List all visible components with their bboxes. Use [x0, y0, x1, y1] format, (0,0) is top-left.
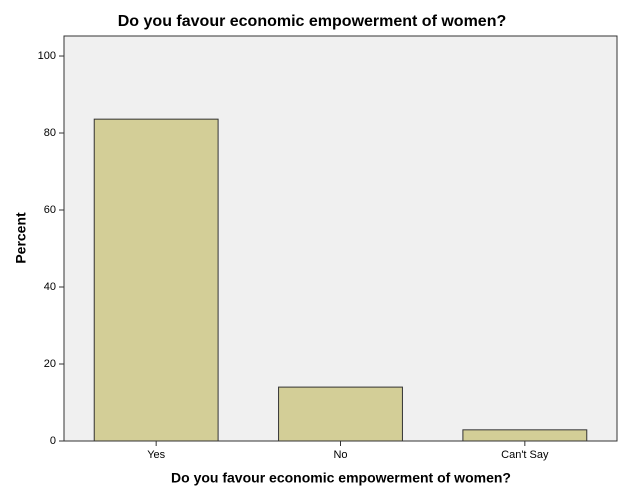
y-tick-label: 40	[44, 281, 56, 293]
bar	[93, 118, 219, 442]
y-tick-label: 0	[50, 435, 56, 447]
y-tick-label: 100	[38, 50, 56, 62]
x-tick-label: No	[333, 449, 347, 461]
chart-title: Do you favour economic empowerment of wo…	[118, 13, 507, 30]
bar	[278, 386, 403, 442]
x-axis-label: Do you favour economic empowerment of wo…	[171, 470, 511, 486]
x-tick-label: Yes	[147, 449, 165, 461]
y-tick-label: 80	[44, 127, 56, 139]
y-tick-label: 20	[44, 358, 56, 370]
bar	[462, 429, 588, 442]
x-tick-label: Can't Say	[501, 449, 549, 461]
y-tick-label: 60	[44, 204, 56, 216]
y-axis-label: Percent	[13, 212, 29, 264]
